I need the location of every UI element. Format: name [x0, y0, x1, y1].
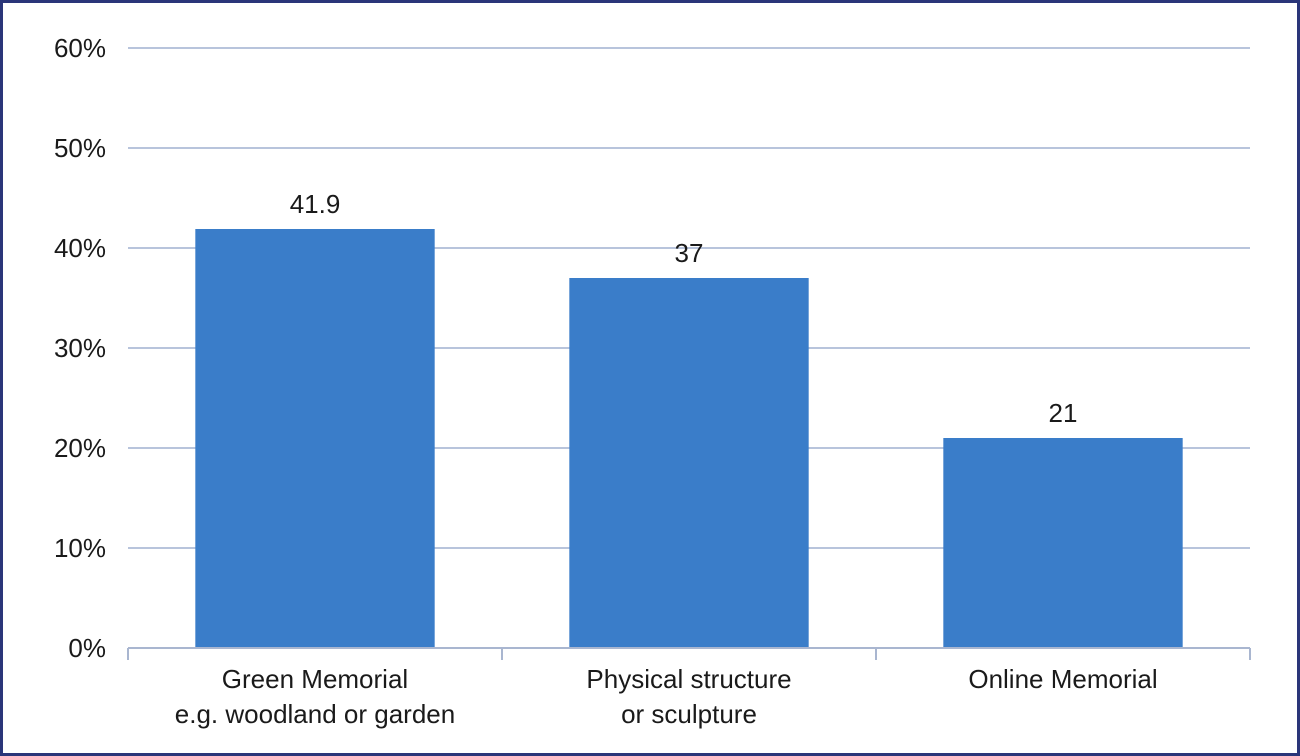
x-category-label: e.g. woodland or garden	[175, 699, 455, 729]
y-tick-label: 0%	[68, 633, 106, 663]
x-category-label: Green Memorial	[222, 664, 408, 694]
bar	[195, 229, 435, 648]
x-category-labels: Green Memorial e.g. woodland or garden Phy…	[175, 664, 1158, 729]
y-tick-label: 40%	[54, 233, 106, 263]
y-tick-label: 30%	[54, 333, 106, 363]
data-label: 37	[675, 238, 704, 268]
x-category-label: Online Memorial	[968, 664, 1157, 694]
y-tick-label: 20%	[54, 433, 106, 463]
data-label: 21	[1049, 398, 1078, 428]
x-category-label: Physical structure	[586, 664, 791, 694]
data-label: 41.9	[290, 189, 341, 219]
y-tick-label: 60%	[54, 33, 106, 63]
y-tick-label: 50%	[54, 133, 106, 163]
x-category-label: or sculpture	[621, 699, 757, 729]
bars	[195, 229, 1183, 648]
y-tick-labels: 0% 10% 20% 30% 40% 50% 60%	[54, 33, 106, 663]
data-labels: 41.9 37 21	[290, 189, 1078, 428]
y-tick-label: 10%	[54, 533, 106, 563]
bar	[943, 438, 1183, 648]
bar	[569, 278, 809, 648]
x-axis	[127, 647, 1251, 660]
